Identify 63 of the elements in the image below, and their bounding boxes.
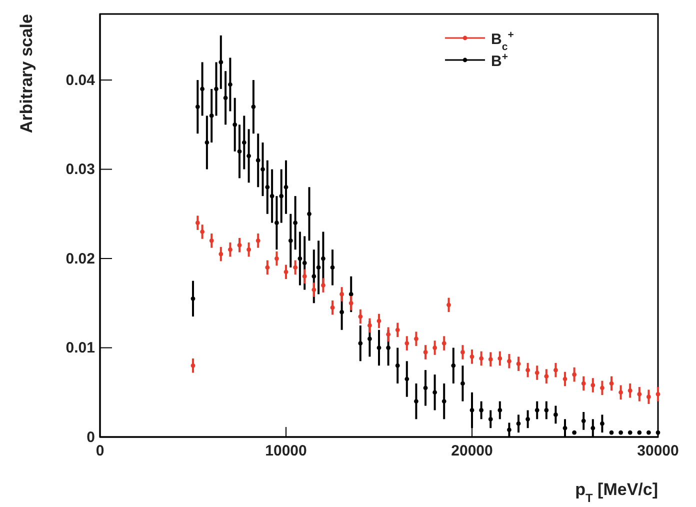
point [358,314,363,319]
point [302,274,307,279]
point [414,336,418,342]
point [330,305,335,310]
point [395,328,400,332]
point [432,346,437,350]
point [348,300,354,306]
y-tick-label: 0.03 [66,161,95,178]
point [526,368,530,372]
point [498,356,502,361]
x-tick-label: 10000 [265,442,307,460]
point [265,265,270,270]
point [488,357,493,362]
point [368,323,372,328]
point [209,238,214,243]
point [600,386,604,390]
point [190,363,196,368]
point [423,350,428,354]
point [590,383,596,388]
point [516,362,521,366]
x-tick-label: 20000 [451,442,493,460]
point [321,283,326,288]
point [460,350,465,354]
point [609,381,614,386]
x-tick-label: 30000 [637,442,679,460]
point [376,318,382,324]
y-tick-label: 0.01 [66,340,95,357]
point [256,238,260,243]
point [628,388,632,393]
y-axis-title: Arbitrary scale [17,14,36,134]
point [554,368,558,372]
point [284,270,288,274]
point [446,302,451,308]
point [618,390,623,395]
point [246,247,251,252]
point [386,332,390,337]
point [562,376,568,382]
y-tick-label: 0.04 [66,72,96,89]
point [637,392,642,396]
point [442,341,446,346]
point [312,288,316,292]
point [534,370,540,375]
point [507,358,512,364]
point [656,392,660,396]
point [237,242,242,248]
point [404,341,410,346]
point [228,247,232,252]
point [572,372,576,377]
point [544,374,549,379]
y-tick-label: 0.02 [66,250,95,268]
point [200,230,204,234]
point [195,220,200,226]
point [479,356,484,361]
legend-label: B$^{+}$ [491,51,508,70]
point [218,252,224,256]
y-tick-label: 0 [86,428,95,446]
point [646,394,651,400]
point [274,256,279,261]
point [470,354,474,359]
point [581,381,586,386]
point [340,292,344,296]
point [293,265,298,270]
x-axis-title: p$_{T}$ [MeV/c] [575,480,658,505]
